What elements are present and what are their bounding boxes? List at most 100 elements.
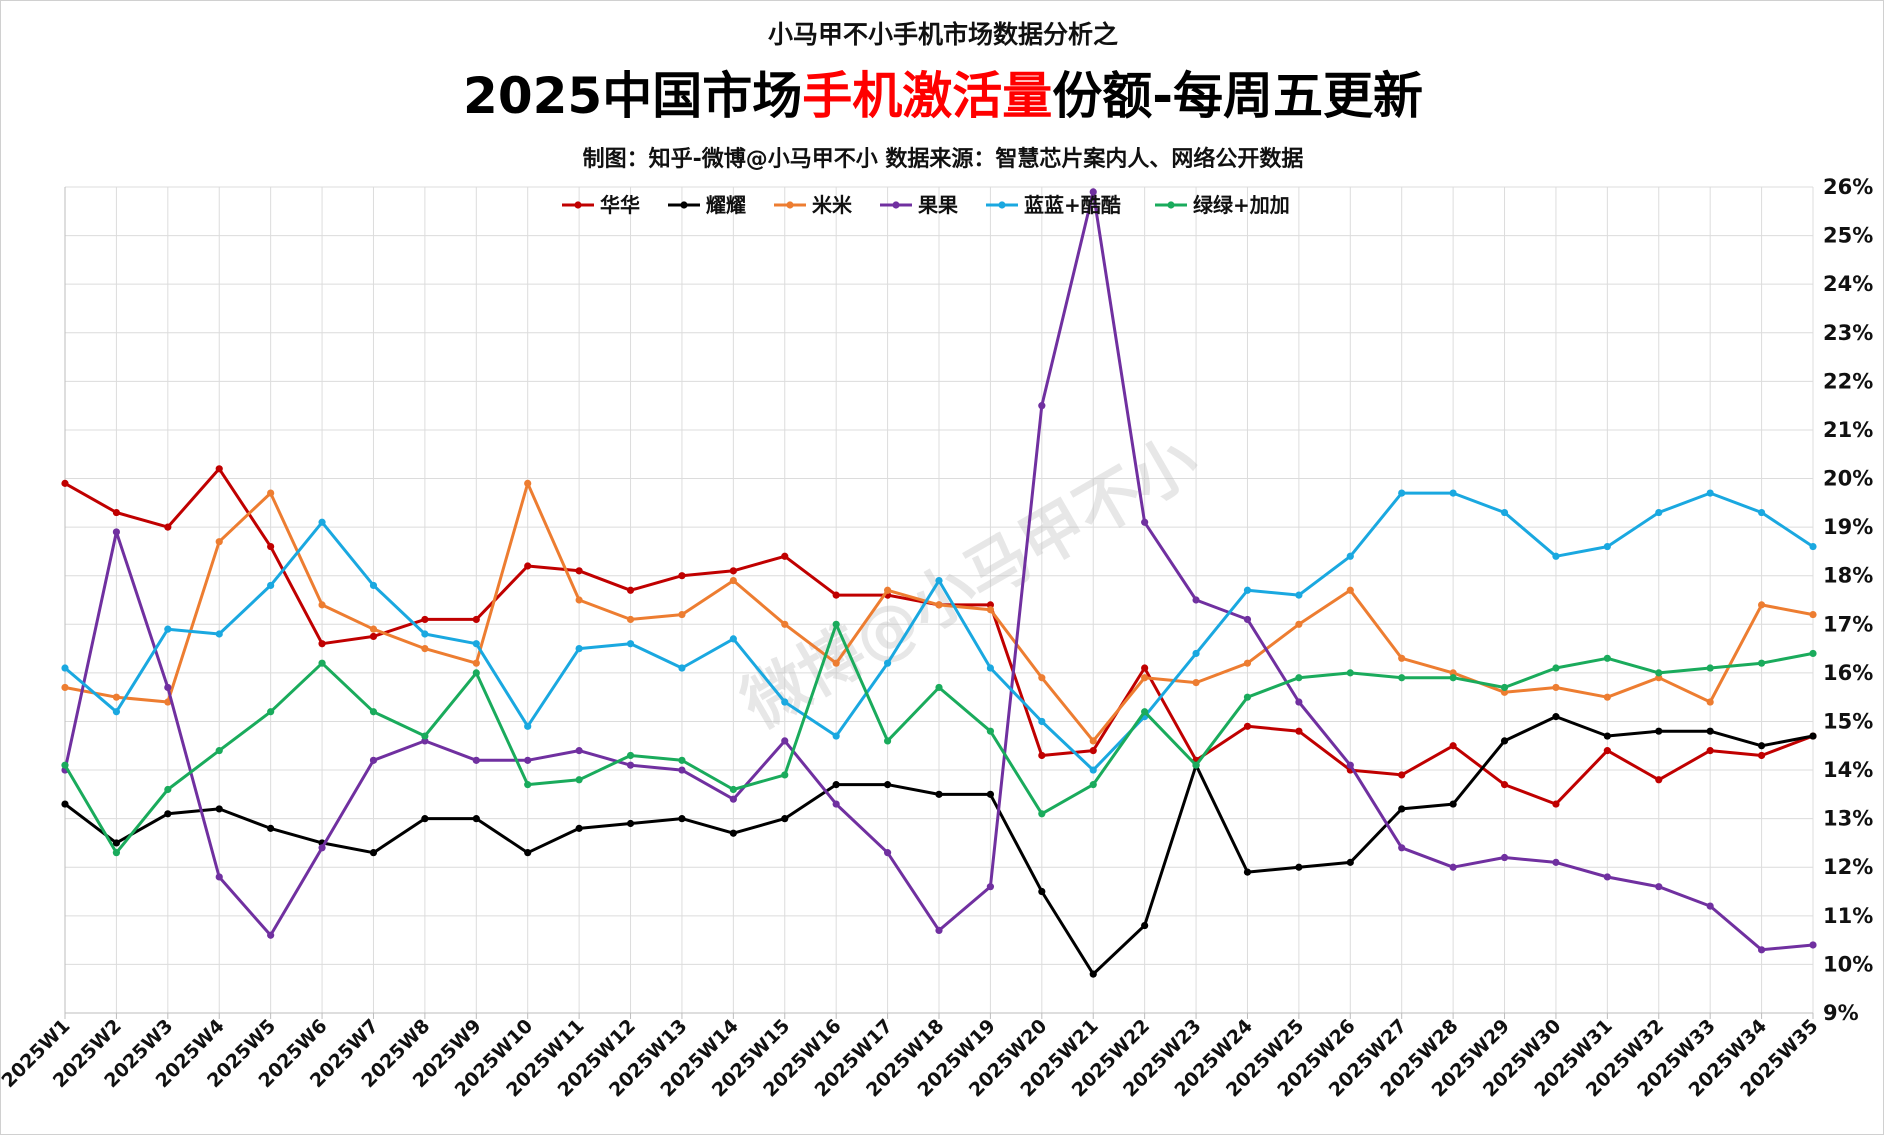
data-point [164, 625, 172, 633]
legend-label: 耀耀 [706, 193, 746, 217]
data-point [1038, 674, 1046, 682]
data-point [215, 873, 223, 881]
legend-marker [892, 201, 900, 209]
data-point [1552, 800, 1560, 808]
data-point [1809, 732, 1817, 740]
data-point [164, 810, 172, 818]
data-point [678, 610, 686, 619]
data-point [1706, 698, 1714, 706]
data-point [1706, 664, 1714, 672]
watermark-text: 微博@小马甲不小 [729, 423, 1210, 744]
series-group [61, 188, 1817, 978]
data-point [1706, 902, 1714, 910]
data-point [575, 824, 583, 832]
chart-subtitle: 制图：知乎-微博@小马甲不小 数据来源：智慧芯片案内人、网络公开数据 [583, 146, 1304, 172]
data-point [1346, 858, 1354, 866]
data-point [524, 781, 532, 789]
data-point [421, 732, 429, 740]
data-point [986, 664, 995, 672]
data-point [215, 465, 223, 473]
data-point [678, 572, 686, 580]
data-point [61, 683, 69, 692]
data-point [1552, 552, 1560, 560]
data-point [1398, 805, 1406, 813]
y-tick-label: 12% [1823, 855, 1873, 879]
data-point [1655, 883, 1663, 891]
data-point [112, 839, 121, 847]
data-point [1346, 761, 1354, 769]
data-point [318, 844, 326, 852]
data-point [369, 708, 378, 716]
data-point [524, 479, 532, 487]
data-point [421, 615, 429, 624]
data-point [1038, 751, 1046, 760]
y-tick-label: 21% [1823, 418, 1873, 442]
data-point [986, 790, 995, 798]
data-point [1089, 737, 1097, 745]
data-point [1757, 601, 1766, 609]
data-point [1655, 508, 1663, 517]
legend-marker [998, 201, 1006, 209]
y-tick-label: 18% [1823, 564, 1873, 588]
data-point [781, 737, 789, 745]
data-point [678, 664, 686, 672]
data-point [626, 615, 635, 624]
data-point [1655, 727, 1663, 735]
data-point [1295, 591, 1303, 599]
data-point [575, 776, 583, 784]
data-point [626, 586, 635, 594]
data-point [678, 756, 686, 764]
data-point [472, 815, 480, 823]
y-tick-label: 14% [1823, 758, 1873, 782]
data-point [112, 508, 121, 517]
data-point [61, 664, 69, 672]
data-point [1655, 669, 1663, 677]
y-tick-label: 17% [1823, 612, 1873, 636]
data-point [626, 761, 635, 769]
data-point [1809, 542, 1817, 551]
data-point [215, 630, 223, 638]
data-point [267, 542, 275, 551]
legend-marker [786, 201, 794, 209]
y-tick-label: 19% [1823, 515, 1873, 539]
data-point [369, 756, 378, 764]
data-point [318, 601, 326, 609]
data-point [1398, 654, 1406, 662]
data-point [986, 606, 995, 614]
data-point [1809, 610, 1817, 619]
data-point [421, 644, 429, 653]
data-point [1500, 853, 1509, 862]
data-point [1038, 717, 1046, 726]
data-point [1295, 620, 1303, 628]
data-point [164, 683, 172, 692]
data-point [112, 528, 121, 536]
series-6 [61, 620, 1817, 857]
data-point [1449, 863, 1457, 871]
data-point [626, 751, 635, 760]
data-point [935, 576, 943, 585]
data-point [61, 761, 69, 769]
data-point [1449, 489, 1457, 497]
data-point [626, 819, 635, 828]
legend-label: 华华 [600, 193, 640, 217]
data-point [678, 766, 686, 774]
data-point [1398, 674, 1406, 682]
data-point [1295, 863, 1303, 871]
data-point [1706, 727, 1714, 735]
data-point [1706, 747, 1714, 755]
data-point [112, 693, 121, 701]
data-point [112, 849, 121, 857]
data-point [1346, 669, 1354, 677]
legend-marker [680, 201, 688, 209]
data-point [369, 849, 378, 857]
y-tick-label: 9% [1823, 1001, 1859, 1025]
legend: 华华 耀耀 米米 果果 蓝蓝+酷酷 绿绿+加加 [562, 193, 1290, 217]
data-point [1500, 683, 1509, 692]
y-tick-label: 24% [1823, 272, 1873, 296]
data-point [267, 708, 275, 716]
data-point [575, 644, 583, 653]
data-point [1449, 674, 1457, 682]
data-point [112, 708, 121, 716]
